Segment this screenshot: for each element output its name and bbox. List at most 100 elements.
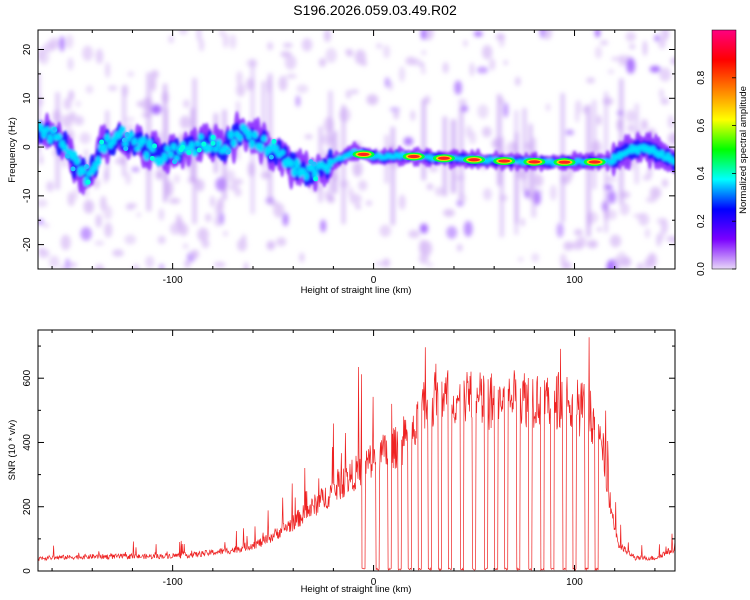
heatmap-cell <box>607 190 617 204</box>
heatmap-cell <box>38 72 41 155</box>
heatmap-cell <box>63 97 72 110</box>
heatmap-cell <box>476 66 489 74</box>
heatmap-cell <box>538 189 543 194</box>
heatmap-cell <box>85 85 94 94</box>
heatmap-cell <box>350 89 359 94</box>
heatmap-cell <box>594 46 603 59</box>
heatmap-cell <box>575 99 582 115</box>
heatmap-cell <box>65 34 74 49</box>
heatmap-cell <box>573 228 583 236</box>
heatmap-cell <box>249 139 256 149</box>
heatmap-cell <box>619 78 624 205</box>
heatmap-cell <box>119 126 126 135</box>
heatmap-cell <box>503 102 509 118</box>
heatmap-cell <box>645 196 657 203</box>
heatmap-cell <box>217 197 224 213</box>
heatmap-cell <box>205 213 212 223</box>
snr-y-tick-label: 400 <box>22 434 33 451</box>
colorbar-tick-label: 0.2 <box>696 214 707 228</box>
heatmap-cell <box>473 30 483 37</box>
heatmap-cell <box>83 199 95 214</box>
heatmap-cell <box>661 178 669 188</box>
heatmap-cell <box>498 159 511 163</box>
heatmap-cell <box>101 143 108 154</box>
heatmap-cell <box>68 90 75 101</box>
heatmap-cell <box>295 95 301 107</box>
heatmap-cell <box>556 222 564 238</box>
heatmap-cell <box>647 252 658 268</box>
heatmap-cell <box>38 247 44 253</box>
heatmap-cell <box>481 126 492 138</box>
heatmap-cell <box>67 262 78 268</box>
heatmap-cell <box>184 259 191 268</box>
heatmap-cell <box>261 135 268 143</box>
heatmap-cell <box>596 115 602 126</box>
heatmap-cell <box>196 147 202 153</box>
heatmap-cell <box>398 194 406 210</box>
heatmap-cell <box>426 262 434 267</box>
heatmap-cell <box>349 193 362 205</box>
heatmap-cell <box>206 144 213 153</box>
heatmap-cell <box>666 235 675 242</box>
heatmap-cell <box>517 257 524 262</box>
heatmap-cell <box>667 132 675 146</box>
heatmap-cell <box>571 240 584 250</box>
heatmap-cell <box>197 133 204 141</box>
heatmap-cell <box>244 261 249 269</box>
heatmap-cell <box>94 264 105 269</box>
heatmap-cell <box>191 149 198 157</box>
heatmap-cell <box>659 67 672 82</box>
heatmap-cell <box>183 99 190 108</box>
heatmap-cell <box>318 57 326 68</box>
heatmap-cell <box>596 227 602 232</box>
heatmap-cell <box>93 178 100 190</box>
heatmap-cell <box>654 34 660 42</box>
heatmap-cell <box>528 160 541 164</box>
heatmap-cell <box>606 209 617 220</box>
heatmap-cell <box>223 32 229 49</box>
heatmap-cell <box>649 186 662 199</box>
heatmap-cell <box>210 195 215 208</box>
heatmap-cell <box>112 249 124 257</box>
heatmap-cell <box>355 204 361 210</box>
heatmap-cell <box>481 45 493 60</box>
heatmap-cell <box>619 202 630 216</box>
heatmap-cell <box>172 159 178 165</box>
heatmap-cell <box>197 227 209 242</box>
heatmap-cell <box>313 176 319 182</box>
heatmap-cell <box>558 160 571 164</box>
colorbar-gradient <box>711 29 737 270</box>
spectrogram-y-tick-label: 20 <box>22 44 33 56</box>
heatmap-cell <box>407 154 420 159</box>
heatmap-cell <box>230 138 237 148</box>
heatmap-cell <box>47 133 54 144</box>
snr-y-tick-label: 200 <box>22 498 33 515</box>
snr-x-tick-label: 100 <box>566 577 583 588</box>
colorbar-tick-label: 0.6 <box>696 118 707 132</box>
heatmap-cell <box>345 89 352 99</box>
snr-y-axis-label: SNR (10 * v/v) <box>7 420 18 481</box>
heatmap-cell <box>442 62 449 74</box>
heatmap-cell <box>607 69 615 74</box>
heatmap-cell <box>520 218 525 227</box>
spectrogram-y-tick-label: 0 <box>22 144 33 150</box>
heatmap-cell <box>365 200 373 206</box>
heatmap-cell <box>201 141 207 147</box>
heatmap-cell <box>375 43 383 49</box>
heatmap-cell <box>443 208 455 217</box>
heatmap-cell <box>157 235 166 245</box>
heatmap-cell <box>586 239 598 249</box>
heatmap-cell <box>158 208 165 221</box>
heatmap-cell <box>503 60 508 66</box>
spectrogram-x-tick-label: 100 <box>566 275 583 286</box>
heatmap-cell <box>229 34 237 50</box>
heatmap-cell <box>84 164 90 170</box>
heatmap-cell <box>132 264 140 269</box>
heatmap-cell <box>296 84 309 94</box>
spectrogram-y-tick-label: -10 <box>22 188 33 203</box>
heatmap-cell <box>215 139 222 148</box>
heatmap-cell <box>644 228 651 239</box>
snr-frame <box>37 329 676 572</box>
heatmap-cell <box>219 211 225 225</box>
spectrogram-x-tick-label: -100 <box>163 275 183 286</box>
